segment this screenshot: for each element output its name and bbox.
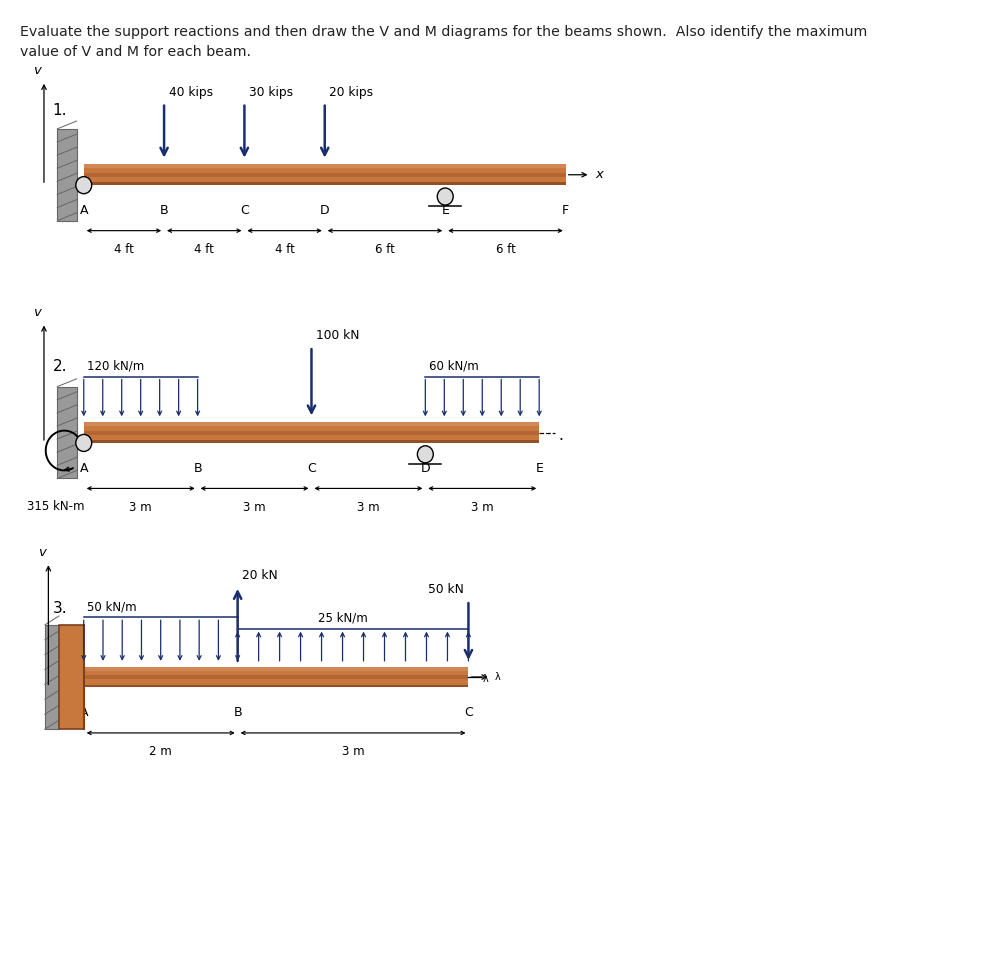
Text: Evaluate the support reactions and then draw the V and M diagrams for the beams : Evaluate the support reactions and then …: [20, 25, 867, 58]
Circle shape: [76, 434, 92, 451]
Text: 20 kips: 20 kips: [329, 86, 373, 98]
Text: F: F: [562, 205, 569, 217]
Text: x: x: [595, 168, 603, 182]
Text: 50 kN: 50 kN: [428, 583, 464, 597]
Bar: [57, 129, 77, 221]
Text: 315 kN-m: 315 kN-m: [27, 500, 84, 512]
Bar: [59, 625, 84, 729]
Bar: [84, 666, 468, 687]
Text: 120 kN/m: 120 kN/m: [87, 359, 144, 373]
Text: 2 m: 2 m: [149, 746, 172, 758]
Bar: [84, 183, 566, 185]
Text: 6 ft: 6 ft: [496, 243, 516, 256]
Text: A: A: [79, 205, 88, 217]
Text: λ: λ: [495, 672, 501, 682]
Text: v: v: [34, 306, 41, 318]
Text: E: E: [535, 462, 543, 475]
Text: 4 ft: 4 ft: [114, 243, 133, 256]
Bar: [84, 684, 468, 687]
Text: B: B: [233, 706, 242, 719]
Bar: [84, 164, 566, 185]
Bar: [44, 625, 59, 729]
Text: B: B: [194, 462, 202, 475]
Text: C: C: [307, 462, 316, 475]
Text: D: D: [320, 205, 330, 217]
Text: 6 ft: 6 ft: [375, 243, 395, 256]
Circle shape: [438, 188, 453, 206]
Text: 50 kN/m: 50 kN/m: [87, 600, 137, 614]
Text: C: C: [240, 205, 249, 217]
Text: 60 kN/m: 60 kN/m: [429, 359, 478, 373]
Text: 100 kN: 100 kN: [316, 330, 360, 342]
Circle shape: [417, 445, 434, 463]
Bar: [84, 423, 539, 426]
Text: v: v: [34, 64, 41, 77]
Text: 20 kN: 20 kN: [242, 569, 278, 582]
Text: 3 m: 3 m: [471, 501, 494, 513]
Bar: [84, 173, 566, 177]
Text: D: D: [421, 462, 430, 475]
Bar: [84, 164, 566, 168]
Text: .: .: [558, 428, 563, 443]
Circle shape: [76, 177, 92, 194]
Text: 3 m: 3 m: [342, 746, 365, 758]
Text: 30 kips: 30 kips: [249, 86, 293, 98]
Text: A: A: [79, 706, 88, 719]
Bar: [84, 440, 539, 443]
Text: 2.: 2.: [52, 358, 67, 374]
Text: 3 m: 3 m: [357, 501, 379, 513]
Text: 3 m: 3 m: [129, 501, 152, 513]
Text: B: B: [160, 205, 168, 217]
Text: 3.: 3.: [52, 601, 67, 617]
Bar: [84, 423, 539, 443]
Text: A: A: [79, 462, 88, 475]
Text: 3 m: 3 m: [243, 501, 266, 513]
Text: λ: λ: [482, 674, 488, 684]
Text: E: E: [442, 205, 450, 217]
Bar: [84, 675, 468, 679]
Bar: [57, 386, 77, 478]
Text: C: C: [464, 706, 473, 719]
Text: 4 ft: 4 ft: [275, 243, 294, 256]
Text: 1.: 1.: [52, 103, 67, 118]
Text: 4 ft: 4 ft: [195, 243, 214, 256]
Text: 40 kips: 40 kips: [169, 86, 212, 98]
Bar: [84, 431, 539, 435]
Bar: [84, 666, 468, 671]
Text: 25 kN/m: 25 kN/m: [318, 612, 369, 625]
Text: v: v: [38, 546, 45, 558]
